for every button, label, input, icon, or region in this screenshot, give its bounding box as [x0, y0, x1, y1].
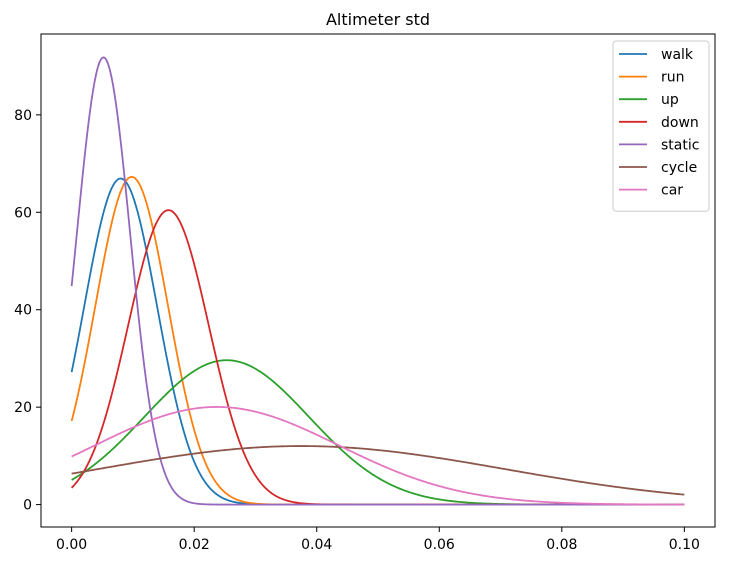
series-line-cycle	[71, 445, 685, 496]
legend-label-up: up	[661, 92, 679, 108]
legend-label-static: static	[661, 137, 699, 153]
series-line-static	[70, 56, 685, 506]
chart-title: Altimeter std	[326, 10, 430, 29]
series-line-car	[71, 406, 685, 506]
y-tick-label: 80	[14, 108, 32, 124]
legend-label-run: run	[661, 70, 685, 86]
legend-label-car: car	[661, 183, 683, 199]
x-tick-label: 0.04	[301, 537, 332, 553]
axes-background	[41, 34, 715, 527]
x-tick-label: 0.08	[546, 537, 577, 553]
x-tick-label: 0.00	[56, 537, 87, 553]
x-tick-label: 0.06	[424, 537, 455, 553]
axes-frame	[40, 33, 716, 528]
legend-label-down: down	[661, 115, 699, 131]
x-axis: 0.00 0.02 0.04 0.06 0.08 0.10	[56, 527, 700, 553]
y-axis: 0 20 40 60 80	[14, 108, 41, 514]
x-tick-label: 0.02	[179, 537, 210, 553]
legend-label-cycle: cycle	[661, 160, 697, 176]
legend-label-walk: walk	[661, 47, 694, 63]
plot-area	[40, 33, 716, 528]
legend-box	[612, 40, 710, 212]
y-tick-label: 0	[23, 498, 32, 514]
legend: walk run up down static cycle car	[612, 40, 710, 212]
series-layer	[70, 56, 685, 506]
y-tick-label: 20	[14, 400, 32, 416]
y-tick-label: 60	[14, 205, 32, 221]
y-tick-label: 40	[14, 303, 32, 319]
x-tick-label: 0.10	[669, 537, 700, 553]
